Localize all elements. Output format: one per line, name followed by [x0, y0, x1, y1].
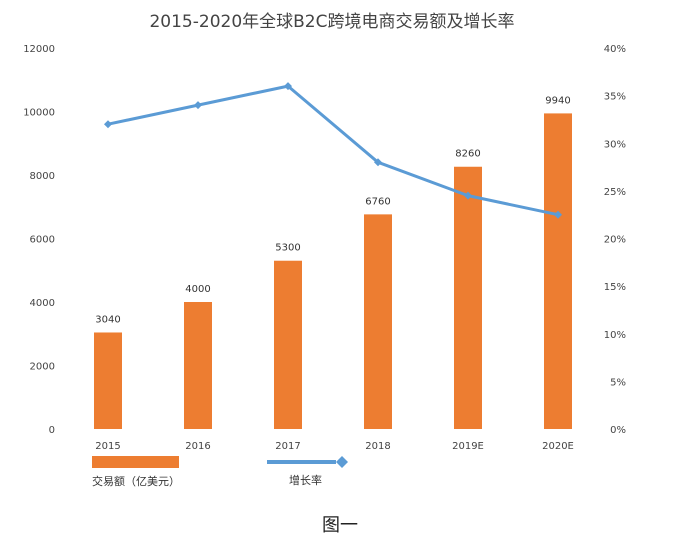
bar-data-label-2016: 4000 — [185, 284, 210, 295]
bar-2020E — [544, 113, 572, 429]
bar-data-label-2015: 3040 — [95, 314, 120, 325]
legend-line-marker — [336, 456, 348, 468]
bar-2017 — [274, 260, 302, 429]
x-axis-label-2016: 2016 — [185, 441, 210, 452]
x-axis-label-2020E: 2020E — [542, 441, 574, 452]
left-tick-label-3: 6000 — [30, 235, 55, 246]
bar-data-labels: 3040 4000 5300 6760 8260 9940 — [95, 95, 570, 325]
x-axis-labels: 2015 2016 2017 2018 2019E 2020E — [95, 441, 574, 452]
x-axis-label-2017: 2017 — [275, 441, 300, 452]
bar-2018 — [364, 214, 392, 429]
right-y-axis: 0% 5% 10% 15% 20% 25% 30% 35% 40% — [604, 44, 626, 436]
left-tick-label-1: 2000 — [30, 362, 55, 373]
legend-bar-label: 交易额（亿美元） — [92, 474, 180, 488]
legend-bar-swatch — [92, 456, 179, 468]
bar-data-label-2019E: 8260 — [455, 149, 480, 160]
figure-caption: 图一 — [322, 515, 358, 536]
left-tick-label-2: 4000 — [30, 298, 55, 309]
right-tick-label-1: 5% — [610, 377, 626, 388]
right-tick-label-0: 0% — [610, 425, 626, 436]
legend-line-label: 增长率 — [289, 473, 322, 487]
bar-2019E — [454, 166, 482, 429]
right-tick-label-6: 30% — [604, 139, 626, 150]
right-tick-label-8: 40% — [604, 44, 626, 55]
legend: 交易额（亿美元） 增长率 — [92, 456, 348, 488]
right-tick-label-3: 15% — [604, 282, 626, 293]
x-axis-label-2019E: 2019E — [452, 441, 484, 452]
growth-rate-point-2016 — [194, 101, 202, 110]
growth-rate-point-2019E — [464, 191, 472, 200]
bar-2015 — [94, 332, 122, 429]
x-axis-label-2018: 2018 — [365, 441, 390, 452]
growth-rate-line — [106, 84, 560, 217]
bar-2016 — [184, 302, 212, 429]
bar-data-label-2018: 6760 — [365, 196, 390, 207]
right-tick-label-7: 35% — [604, 92, 626, 103]
left-tick-label-0: 0 — [49, 425, 55, 436]
growth-rate-point-2018 — [374, 158, 382, 167]
bar-series — [94, 113, 572, 429]
growth-rate-point-2020E — [554, 210, 562, 219]
x-axis-label-2015: 2015 — [95, 441, 120, 452]
right-tick-label-5: 25% — [604, 187, 626, 198]
left-tick-label-4: 8000 — [30, 171, 55, 182]
left-tick-label-6: 12000 — [23, 44, 55, 55]
line-series — [104, 82, 562, 219]
left-y-axis: 0 2000 4000 6000 8000 10000 12000 — [23, 44, 55, 436]
bar-data-label-2017: 5300 — [275, 243, 300, 254]
chart-title: 2015-2020年全球B2C跨境电商交易额及增长率 — [149, 12, 514, 32]
growth-rate-point-2015 — [104, 120, 112, 129]
right-tick-label-2: 10% — [604, 330, 626, 341]
growth-rate-point-2017 — [284, 82, 292, 91]
bar-data-label-2020E: 9940 — [545, 95, 570, 106]
right-tick-label-4: 20% — [604, 235, 626, 246]
left-tick-label-5: 10000 — [23, 108, 55, 119]
